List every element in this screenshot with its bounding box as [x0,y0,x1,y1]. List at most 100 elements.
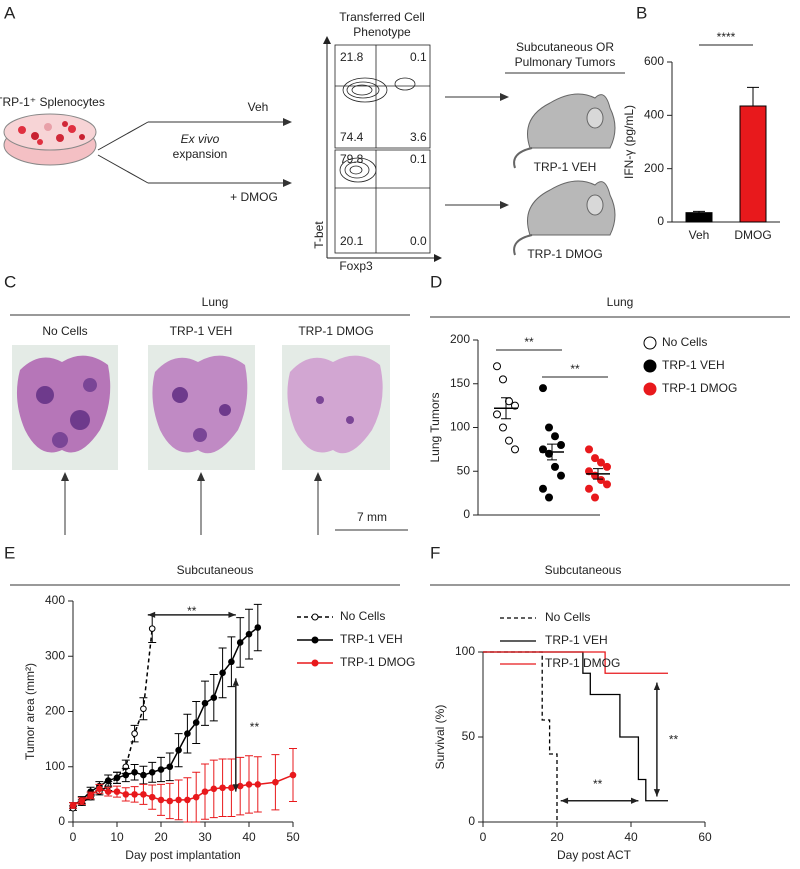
x-tick-label: 40 [624,830,638,844]
legend-marker [311,636,319,644]
y-tick-label: 400 [45,593,65,607]
dot [499,375,507,384]
error-bar [593,468,603,480]
marker [175,746,182,754]
panel-label: E [4,543,15,562]
dot [493,362,501,371]
error-bar [547,443,557,461]
dot [499,423,507,432]
label: Phenotype [353,25,411,39]
y-tick-label: 0 [463,507,470,521]
dot [493,410,501,419]
quadrant-value: 0.1 [410,152,427,166]
y-axis-label: IFN-γ (pg/mL) [622,105,636,179]
x-tick-label: 50 [286,830,300,844]
error-bar [693,210,705,213]
dot [591,454,599,463]
marker [104,788,112,795]
y-tick-label: 200 [450,332,470,346]
annotation: **** [717,30,736,44]
marker [184,796,191,804]
chart-title: Subcutaneous [177,563,254,577]
dot [545,423,553,432]
dot [551,432,559,441]
chart-title: Subcutaneous [545,563,622,577]
y-axis-label: Lung Tumors [428,392,442,462]
y-tick-label: 0 [58,814,65,828]
panel-a: TRP-1⁺ Splenocytes Veh + DMOG Ex vivo ex… [0,10,625,273]
bar [685,212,713,223]
x-axis-label: Day post implantation [125,848,240,862]
marker [272,778,279,786]
section-title: Lung [202,295,229,309]
marker [69,802,77,809]
image-label: TRP-1 DMOG [298,324,373,338]
dot [597,476,605,484]
legend-marker [643,336,657,350]
label: TRP-1⁺ Splenocytes [0,95,105,109]
dot [551,462,559,471]
axis-label: T-bet [312,221,326,249]
y-tick-label: 200 [644,161,664,175]
chart-title: Lung [607,295,634,309]
panel-label: F [430,543,440,562]
marker [148,768,156,776]
dot [505,397,513,406]
label: TRP-1 DMOG [527,247,602,261]
marker [104,777,112,784]
axis-label: Foxp3 [339,259,373,273]
legend-marker [311,659,319,667]
dot [603,462,611,471]
arrowhead [653,682,661,690]
marker [210,785,218,793]
marker [140,705,147,713]
y-tick-label: 0 [657,214,664,228]
image-label: TRP-1 VEH [170,324,233,338]
legend-label: TRP-1 DMOG [545,656,620,670]
legend-label: TRP-1 DMOG [662,381,737,395]
legend-marker [311,613,319,621]
marker [175,796,182,804]
survival-curve [483,651,668,674]
dot [539,445,547,454]
y-tick-label: 50 [462,729,476,743]
y-tick-label: 600 [644,54,664,68]
marker [157,796,165,804]
marker [166,763,174,771]
legend-label: TRP-1 VEH [340,632,403,646]
marker [113,774,121,782]
arrowhead [232,784,239,792]
petri-dish [3,113,97,166]
label: Transferred Cell [339,10,425,24]
image-label: No Cells [42,324,87,338]
arrowhead [631,797,639,804]
x-tick-label: 60 [698,830,712,844]
legend-marker [643,382,657,396]
annotation: ** [524,335,534,349]
marker [148,625,156,632]
quadrant-value: 3.6 [410,130,427,144]
error-bar [501,397,511,420]
x-tick-label: DMOG [734,228,771,242]
marker [201,788,209,795]
label: TRP-1 VEH [534,160,597,174]
marker [289,771,297,779]
dot [557,471,565,480]
arrowhead [147,611,156,618]
dot [591,493,599,502]
marker [254,781,262,788]
x-tick-label: 30 [198,830,212,844]
marker [219,669,226,677]
quadrant-value: 21.8 [340,50,364,64]
arrowhead [232,678,239,686]
arrowhead [228,611,236,618]
connector [97,121,149,151]
marker [201,699,209,707]
y-tick-label: 200 [45,704,65,718]
y-tick-label: 100 [450,420,470,434]
survival-curve [483,651,558,822]
marker [140,791,147,798]
dot [585,467,593,476]
dot [539,384,547,393]
arrowhead [653,789,661,797]
